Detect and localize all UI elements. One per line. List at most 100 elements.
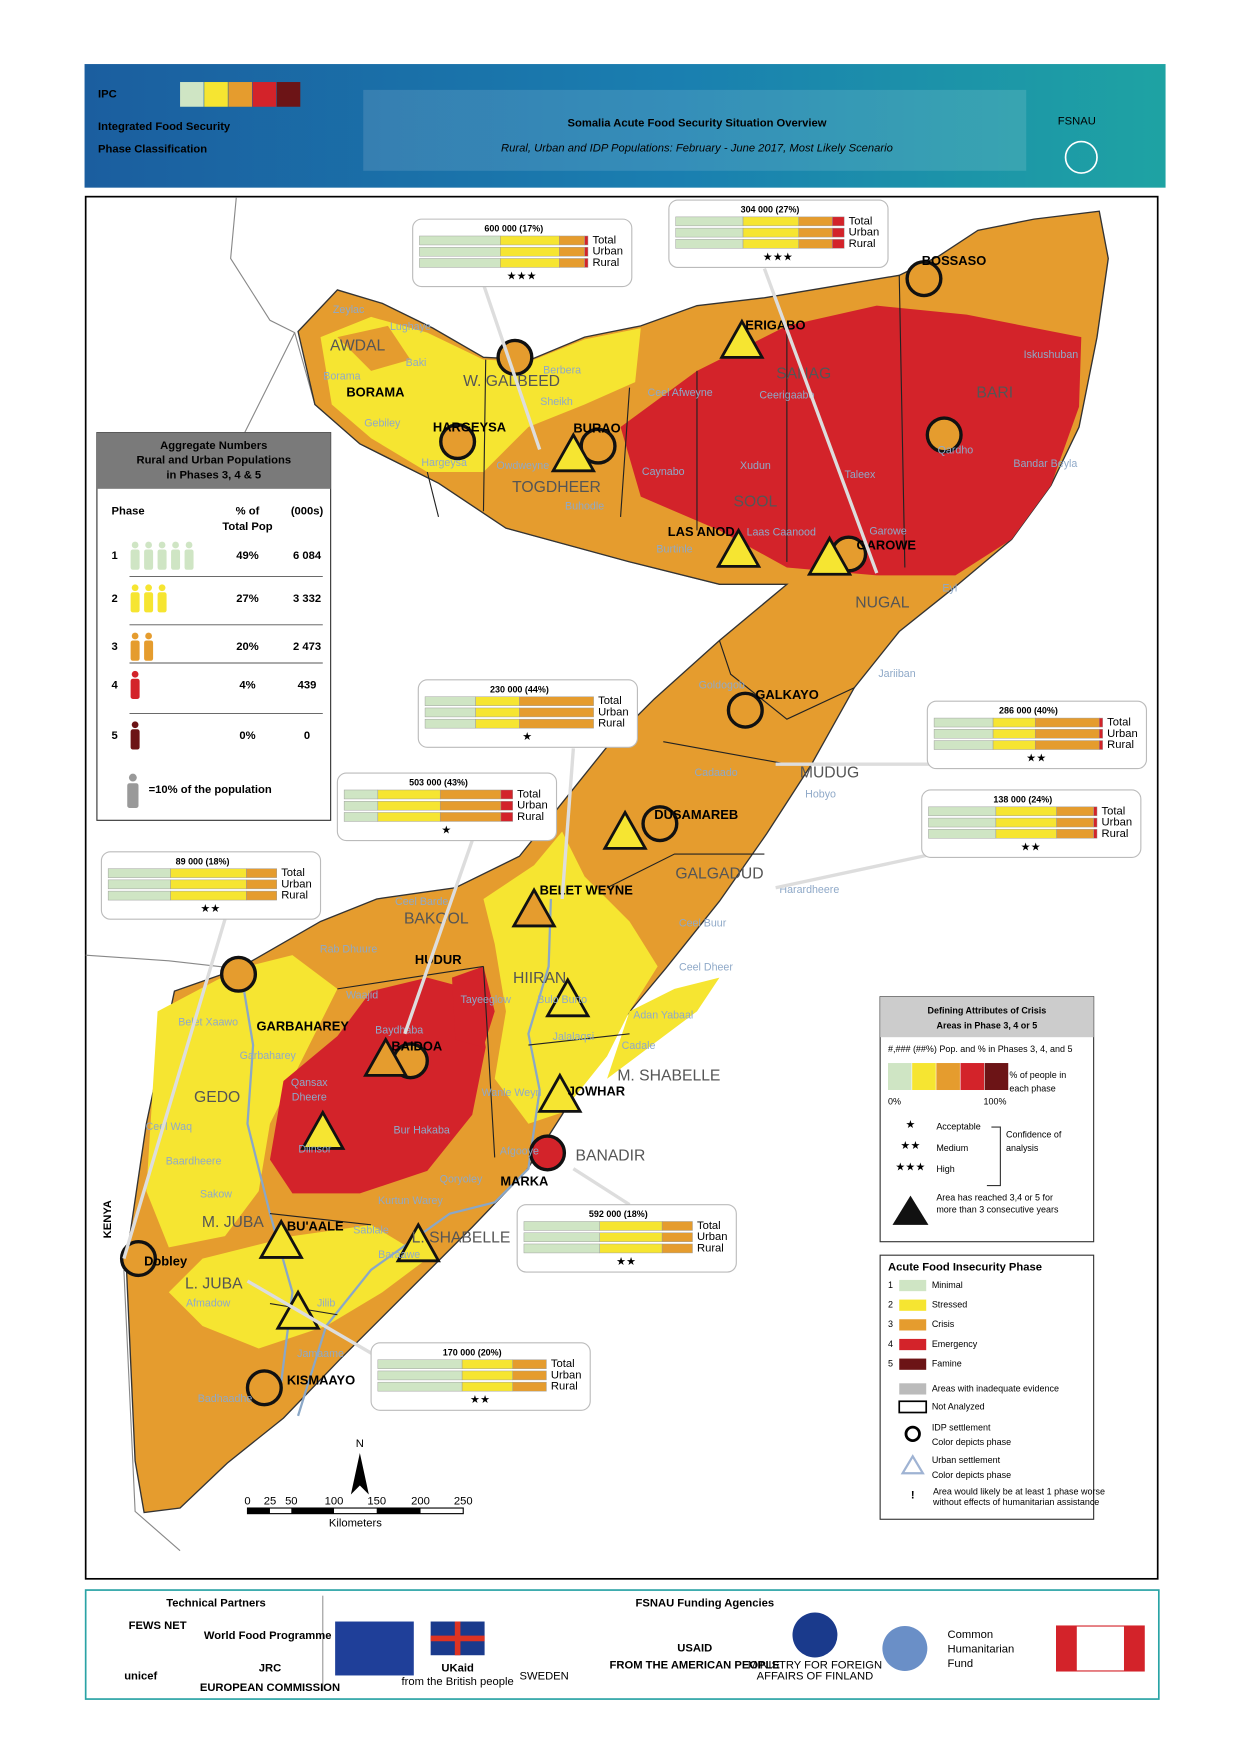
district-label: Zeylac (333, 304, 365, 316)
confidence-stars: ★★ (1021, 841, 1041, 853)
town-label: JOWHAR (568, 1084, 626, 1099)
north-arrow (350, 1452, 369, 1495)
confidence-label: Medium (936, 1143, 968, 1153)
district-label: Adan Yabaal (633, 1010, 693, 1022)
scale-tick: 25 (264, 1495, 276, 1507)
district-label: Dheere (292, 1092, 327, 1104)
phase-number: 1 (112, 550, 118, 562)
phase-bar-segment (832, 216, 845, 227)
idp-settlement (905, 260, 943, 298)
callout-row-label: Urban (281, 878, 312, 890)
phase-bar-segment (519, 707, 594, 718)
legend-swatch (912, 1063, 936, 1091)
leader-line (246, 1279, 384, 1362)
callout-row-label: Total (592, 234, 616, 246)
phase-bar-segment (798, 239, 833, 249)
urban-symbol (900, 1454, 925, 1475)
district-label: Cadale (622, 1040, 656, 1052)
phase-bar-segment (246, 868, 277, 878)
phase-bar-segment (461, 1381, 513, 1392)
phase-bar-segment (107, 879, 171, 890)
phase-number: 4 (112, 679, 119, 691)
callout-row-label: Total (849, 215, 873, 227)
ipc-phase-swatch (276, 82, 301, 107)
phase-bar-segment (933, 740, 994, 750)
region-label: L. SHABELLE (412, 1229, 511, 1246)
callout-label: 286 000 (40%) (999, 706, 1058, 716)
callout-row-label: Total (281, 867, 305, 879)
phase-bar-segment (343, 800, 379, 811)
funder-logo: Fund (948, 1658, 974, 1670)
aggregate-note: =10% of the population (149, 784, 272, 796)
person-body (144, 592, 154, 613)
district-label: Sheikh (540, 396, 573, 408)
urban-settlement (300, 1109, 346, 1150)
phase-bar-segment (1034, 717, 1100, 728)
region-label: M. SHABELLE (617, 1068, 720, 1085)
callout-label: 304 000 (27%) (741, 205, 800, 215)
region-label: HIIRAN (513, 970, 566, 987)
funder-logo: SWEDEN (520, 1671, 569, 1683)
scale-unit: Kilometers (329, 1518, 382, 1530)
callout-label: 89 000 (18%) (176, 856, 230, 866)
person-head (145, 584, 152, 592)
phase-bar-segment (377, 800, 441, 811)
idp-settlement (439, 423, 477, 461)
urban-settlement (395, 1221, 441, 1263)
region-label: BARI (976, 384, 1013, 401)
callout-row-label: Rural (517, 811, 544, 823)
partner-logo: unicef (124, 1671, 157, 1683)
exclamation: ! (911, 1490, 915, 1502)
district-label: Harardheere (779, 884, 839, 896)
phase-bar-segment (246, 890, 277, 901)
district-label: Garowe (869, 525, 906, 537)
district-label: Qansax (291, 1077, 328, 1089)
region-label: TOGDHEER (512, 479, 601, 496)
district-label: Owdweyne (496, 460, 549, 472)
urban-settlement (537, 1072, 583, 1113)
person-body (130, 640, 140, 661)
town-label: KISMAAYO (287, 1372, 355, 1387)
phase-bar-segment (1056, 817, 1094, 828)
phase-bar-segment (798, 227, 833, 238)
phase-bar-segment (500, 789, 513, 800)
phase-bar-segment (1099, 717, 1103, 728)
person-head (158, 584, 166, 592)
district-label: Bandar Beyla (1013, 458, 1077, 470)
district-label: Afgooye (500, 1146, 539, 1158)
partner-logo: World Food Programme (204, 1630, 332, 1642)
callout-row-label: Urban (849, 227, 880, 239)
phase-bar-segment (475, 718, 520, 729)
urban-settlement (550, 432, 596, 473)
idp-label: IDP settlement (932, 1423, 991, 1433)
phase-bar-segment (675, 227, 744, 238)
un-emblem (882, 1626, 928, 1671)
kenya-border (85, 954, 239, 1552)
region-label: W. GALBEED (463, 373, 560, 390)
phase-bar-segment (377, 1359, 463, 1369)
phase-bar-segment (832, 239, 845, 249)
phase-name: Crisis (932, 1319, 955, 1329)
phase-bar-segment (461, 1359, 513, 1369)
phase-bar-segment (424, 707, 476, 718)
ipc-phase-swatch (252, 82, 277, 107)
district-label: Ceerigaabo (759, 389, 814, 401)
callout-row-label: Urban (598, 706, 629, 718)
column-header: % of (236, 505, 260, 517)
region-label: BANADIR (576, 1147, 646, 1164)
person-body (157, 549, 167, 570)
column-header: (000s) (291, 505, 324, 517)
district-label: Jamaame (297, 1348, 344, 1360)
phase-name: Stressed (932, 1300, 967, 1310)
phase-bar-segment (742, 216, 799, 227)
phase-bar-segment (377, 812, 441, 822)
phase-bar-segment (992, 740, 1036, 750)
funder-logo: Humanitarian (948, 1644, 1015, 1656)
person-body (130, 729, 140, 750)
phase-bar-segment (559, 246, 585, 257)
town-label: BU'AALE (287, 1219, 344, 1234)
urban-label: Urban settlement (932, 1455, 1001, 1465)
region-label: BAKOOL (404, 910, 469, 927)
phase-bar-segment (1099, 740, 1103, 750)
